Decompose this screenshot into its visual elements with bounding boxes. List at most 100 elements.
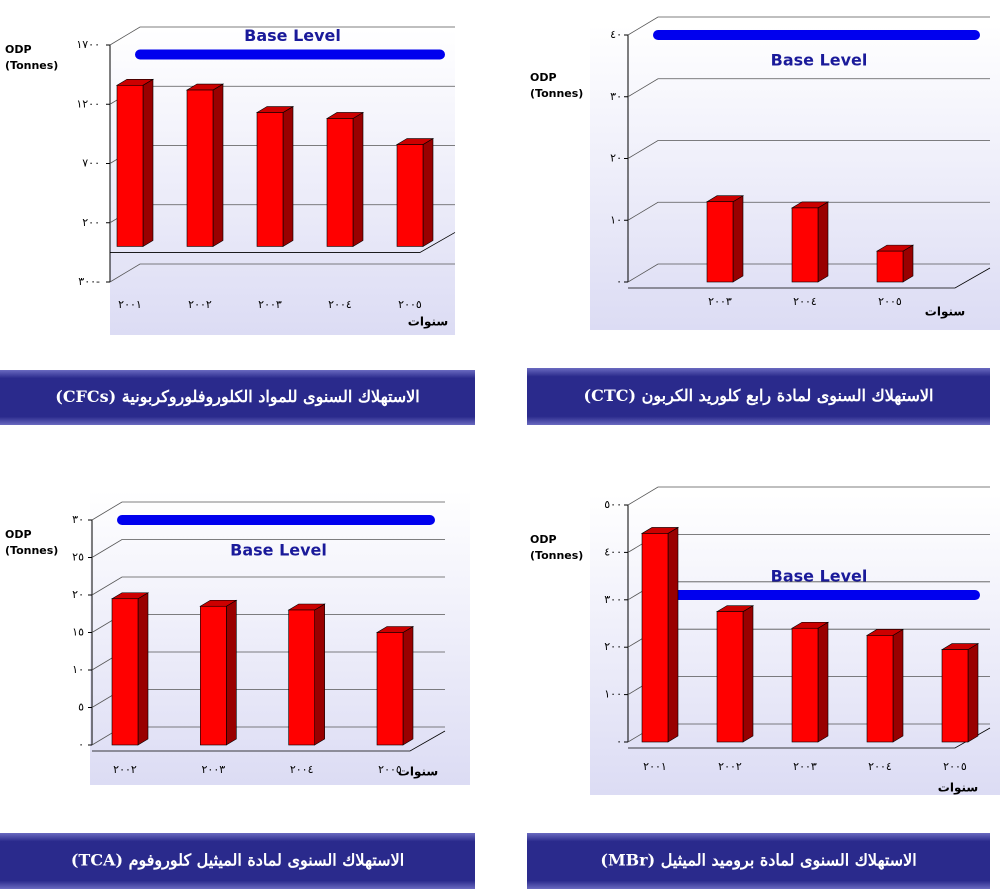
x-tick-label: ٢٠٠٤ <box>793 295 817 308</box>
bar <box>256 112 284 247</box>
x-tick-label: ٢٠٠٥ <box>943 760 967 773</box>
y-axis-label: (Tonnes) <box>530 549 583 562</box>
bar-side <box>817 201 829 283</box>
y-axis-label: ODP <box>530 533 557 546</box>
y-tick-label: ٧٠٠ <box>82 157 100 170</box>
bar <box>376 632 404 746</box>
bar <box>716 611 744 743</box>
bar <box>186 89 214 247</box>
bar <box>200 605 227 746</box>
bar-side <box>902 244 914 283</box>
x-axis-label: سنوات <box>398 765 438 780</box>
bar-side <box>742 605 754 743</box>
bar <box>876 250 904 283</box>
chart-1: ٠ ١٠ ٢٠ ٣٠ ٤٠ Base Level ٢٠٠٣ ٢٠٠٤ ٢٠٠٥ ODP (Tonne… <box>527 16 1000 425</box>
floor <box>110 232 456 253</box>
y-axis-label: ODP <box>5 528 32 541</box>
x-axis-label: سنوات <box>938 781 978 796</box>
y-axis-label: (Tonnes) <box>5 59 58 72</box>
grid-line <box>627 201 990 221</box>
x-tick-label: ٢٠٠٤ <box>868 760 892 773</box>
y-axis-label: ODP <box>5 43 32 56</box>
y-tick-label: ٣٠٠- <box>78 275 100 288</box>
x-tick-label: ٢٠٠٣ <box>258 298 282 311</box>
x-tick-label: ٢٠٠٣ <box>708 295 732 308</box>
floor <box>628 267 991 289</box>
caption-bar <box>527 368 990 425</box>
caption-bar <box>0 370 475 425</box>
x-tick-label: ٢٠٠٢ <box>113 763 137 776</box>
y-tick-label: ٣٠ <box>72 513 84 526</box>
bar <box>326 118 354 247</box>
x-tick-label: ٢٠٠٢ <box>718 760 742 773</box>
y-tick-label: ٤٠ <box>610 28 622 41</box>
caption-bar <box>0 833 475 889</box>
plot-panel <box>590 25 1000 330</box>
y-tick-label: ٢٠ <box>72 588 84 601</box>
y-tick-label: ٣٠٠ <box>604 593 622 606</box>
grid-line <box>91 539 445 558</box>
x-tick-label: ٢٠٠٥ <box>878 295 902 308</box>
x-tick-label: ٢٠٠٤ <box>290 763 314 776</box>
base-level-label: Base Level <box>244 26 341 45</box>
grid-line <box>627 78 990 98</box>
y-axis-label: (Tonnes) <box>530 87 583 100</box>
chart-3: ٠ ١٠٠ ٢٠٠ ٣٠٠ ٤٠٠ ٥٠٠ Base Level ٢٠٠١ ٢٠٠٢ ٢٠٠٣ ٢٠… <box>527 486 1000 889</box>
bar <box>288 609 315 746</box>
y-tick-label: ١٥ <box>72 626 84 639</box>
y-axis-label: (Tonnes) <box>5 544 58 557</box>
grid-line <box>109 263 455 283</box>
x-tick-label: ٢٠٠٥ <box>378 763 402 776</box>
y-tick-label: ٢٠٠ <box>604 640 622 653</box>
bar-side <box>422 138 434 247</box>
x-axis-label: سنوات <box>408 315 448 330</box>
bar-side <box>314 603 325 746</box>
y-tick-label: ١٢٠٠ <box>76 97 100 110</box>
bar-side <box>892 628 904 743</box>
bar <box>641 533 669 743</box>
bar <box>941 649 969 743</box>
base-level-label: Base Level <box>771 51 868 70</box>
bar <box>866 635 894 743</box>
bar <box>791 207 819 283</box>
y-tick-label: ٤٠٠ <box>604 545 622 558</box>
y-tick-label: ٥ <box>78 701 84 714</box>
y-tick-label: ٠ <box>616 735 622 748</box>
y-tick-label: ٥٠٠ <box>604 498 622 511</box>
bar <box>706 201 734 283</box>
x-tick-label: ٢٠٠٥ <box>398 298 422 311</box>
bar-side <box>226 599 237 746</box>
grid-line <box>91 576 445 596</box>
y-tick-label: ٠ <box>78 738 84 751</box>
y-tick-label: ١٠ <box>610 213 622 226</box>
bar-side <box>817 621 829 743</box>
chart-title: الاستهلاك السنوى للمواد الكلوروفلوروكربو… <box>55 387 420 407</box>
y-tick-label: ٠ <box>616 275 622 288</box>
x-tick-label: ٢٠٠٣ <box>202 763 226 776</box>
grid-line <box>109 26 455 46</box>
x-axis-label: سنوات <box>925 305 965 320</box>
caption-bar <box>527 833 990 889</box>
chart-title: الاستهلاك السنوى لمادة بروميد الميثيل (M… <box>600 851 916 871</box>
bar <box>791 627 819 743</box>
x-tick-label: ٢٠٠٤ <box>328 298 352 311</box>
chart-title: الاستهلاك السنوى لمادة رابع كلوريد الكرب… <box>584 386 934 406</box>
y-tick-label: ١٠ <box>72 663 84 676</box>
y-axis-label: ODP <box>530 71 557 84</box>
x-tick-label: ٢٠٠٢ <box>188 298 212 311</box>
y-tick-label: ١٧٠٠ <box>76 38 100 51</box>
bar-side <box>967 643 979 743</box>
bar-side <box>137 592 149 746</box>
bar-side <box>212 83 224 247</box>
bar-side <box>667 526 679 743</box>
chart-2: ٠ ٥ ١٠ ١٥ ٢٠ ٢٥ ٣٠ Base Level ٢٠٠٢ ٢٠٠٣ ٢٠٠٤ ٢٠٠٥ OD… <box>0 490 475 889</box>
bar <box>116 84 144 247</box>
x-tick-label: ٢٠٠١ <box>118 298 142 311</box>
y-tick-label: ١٠٠ <box>604 688 622 701</box>
chart-title: الاستهلاك السنوى لمادة الميثيل كلوروفوم … <box>71 851 404 871</box>
bar <box>111 598 139 746</box>
chart-0: ٣٠٠- ٢٠٠ ٧٠٠ ١٢٠٠ ١٧٠٠ Base Level ٢٠٠١ ٢٠٠٢ ٢٠٠٣… <box>0 26 475 425</box>
y-tick-label: ٢٥ <box>72 551 84 564</box>
base-level-label: Base Level <box>771 567 868 586</box>
